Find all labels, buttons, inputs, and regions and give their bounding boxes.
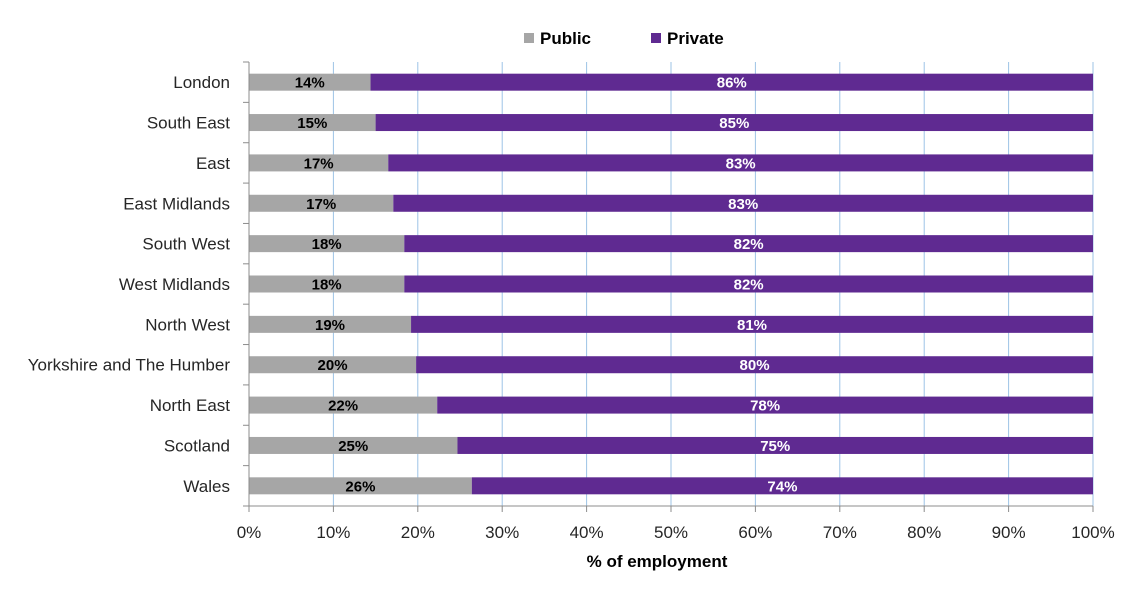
bar-public [249, 235, 405, 253]
bars [249, 73, 1094, 495]
category-label: East [196, 154, 230, 173]
category-label: West Midlands [119, 275, 230, 294]
data-label-public: 20% [318, 357, 348, 374]
category-label: South East [147, 114, 230, 133]
x-tick-label: 70% [823, 523, 857, 542]
category-label: London [173, 73, 230, 92]
x-tick-label: 30% [485, 523, 519, 542]
bar-public [249, 396, 438, 414]
data-label-private: 82% [734, 236, 764, 253]
bar-public [249, 315, 412, 333]
bar-public [249, 477, 472, 495]
data-label-private: 83% [726, 155, 756, 172]
data-label-public: 14% [295, 75, 325, 92]
bar-private [437, 396, 1093, 414]
data-label-private: 78% [750, 398, 780, 415]
x-tick-label: 90% [992, 523, 1026, 542]
x-tick-label: 10% [316, 523, 350, 542]
axes [243, 61, 1094, 512]
legend-label-public: Public [540, 29, 591, 48]
bar-public [249, 356, 417, 374]
data-label-public: 25% [338, 438, 368, 455]
data-label-public: 22% [328, 398, 358, 415]
data-label-public: 17% [304, 155, 334, 172]
category-label: Scotland [164, 436, 230, 455]
bar-private [393, 194, 1094, 212]
data-label-private: 80% [740, 357, 770, 374]
value-labels: 14% 86% 15% 85% 17% 83% 17% 83% 18% 82% 18% 82% 19% 8… [295, 75, 798, 496]
category-label: East Midlands [123, 194, 230, 213]
bar-private [370, 73, 1093, 91]
x-tick-label: 40% [570, 523, 604, 542]
data-label-public: 17% [306, 196, 336, 213]
bar-private [471, 477, 1093, 495]
x-tick-label: 0% [237, 523, 262, 542]
data-label-public: 15% [297, 115, 327, 132]
x-tick-label: 50% [654, 523, 688, 542]
data-label-private: 74% [767, 478, 797, 495]
bar-public [249, 275, 405, 293]
bar-private [375, 114, 1094, 132]
category-label: South West [142, 235, 230, 254]
data-label-public: 18% [312, 277, 342, 294]
data-label-private: 85% [719, 115, 749, 132]
bar-public [249, 194, 394, 212]
data-label-private: 86% [717, 75, 747, 92]
bar-public [249, 436, 458, 454]
legend-swatch-public [524, 33, 534, 43]
x-tick-label: 20% [401, 523, 435, 542]
bar-private [388, 154, 1093, 172]
category-label: Wales [183, 477, 230, 496]
category-label: North East [150, 396, 231, 415]
bar-private [457, 436, 1093, 454]
category-labels: London South East East East Midlands South W… [28, 73, 231, 496]
x-tick-label: 60% [738, 523, 772, 542]
bar-private [416, 356, 1093, 374]
data-label-private: 81% [737, 317, 767, 334]
legend-label-private: Private [667, 29, 724, 48]
x-tick-label: 80% [907, 523, 941, 542]
legend: Public Private [524, 29, 724, 48]
category-label: North West [145, 315, 230, 334]
data-label-private: 82% [734, 277, 764, 294]
bar-private [404, 275, 1093, 293]
legend-swatch-private [651, 33, 661, 43]
data-label-public: 19% [315, 317, 345, 334]
x-tick-label: 100% [1071, 523, 1114, 542]
data-label-private: 75% [760, 438, 790, 455]
category-label: Yorkshire and The Humber [28, 356, 231, 375]
data-label-public: 18% [312, 236, 342, 253]
x-axis-title: % of employment [587, 552, 728, 571]
bar-public [249, 114, 376, 132]
bar-private [404, 235, 1093, 253]
bar-public [249, 154, 389, 172]
data-label-private: 83% [728, 196, 758, 213]
tick-labels: 0% 10% 20% 30% 40% 50% 60% 70% 80% 90% 100% [237, 523, 1115, 542]
bar-private [411, 315, 1094, 333]
bar-public [249, 73, 371, 91]
data-label-public: 26% [345, 478, 375, 495]
